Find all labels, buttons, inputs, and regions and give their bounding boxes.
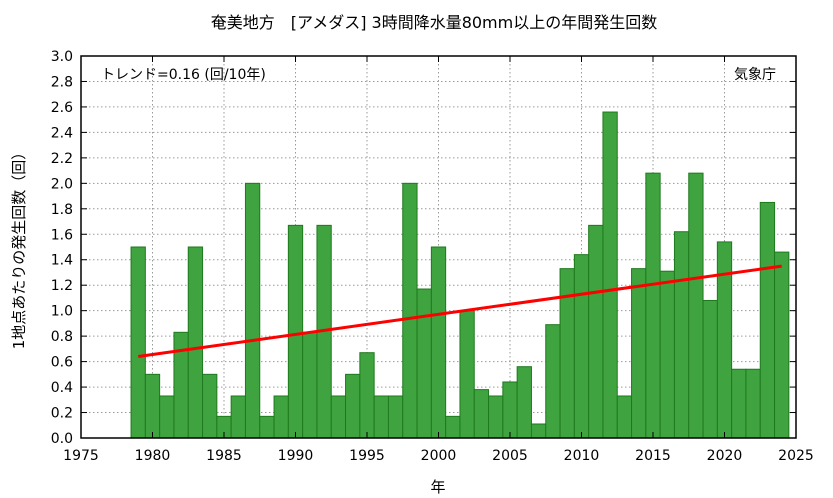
bar-2011 [588,224,604,439]
y-tick-label: 2.0 [51,176,73,192]
bar-1980 [144,373,161,439]
x-tick-label: 1985 [206,448,242,464]
chart-title: 奄美地方 [アメダス] 3時間降水量80mm以上の年間発生回数 [211,13,657,32]
bar-2020 [716,241,733,439]
bar-1983 [187,246,204,439]
bar-1997 [387,395,404,439]
bar-2018 [688,172,704,439]
bar-2002 [459,310,475,439]
bar-1990 [287,224,304,439]
bar-1981 [159,395,175,439]
x-tick-label: 2010 [564,448,600,464]
y-tick-label: 3.0 [51,49,73,65]
y-tick-label: 0.2 [51,406,73,422]
bar-1998 [402,182,418,439]
x-tick-label: 1980 [135,448,171,464]
trend-line [137,264,782,358]
y-ticks: 0.0 0.2 0.4 0.6 0.8 1.0 1.2 1.4 1.6 1.8 2.0 2.2 2.4 2… [51,49,796,447]
x-tick-label: 2015 [635,448,671,464]
bar-2006 [516,366,532,439]
x-tick-label: 2005 [492,448,528,464]
bar-1989 [273,395,289,439]
bar-2012 [602,111,618,439]
y-tick-label: 1.8 [51,202,73,218]
bar-2005 [502,381,518,439]
y-tick-label: 2.4 [51,125,73,141]
y-tick-label: 1.4 [51,253,73,269]
bar-2017 [673,231,690,439]
bar-1986 [230,395,246,439]
bar-2019 [702,299,718,439]
y-tick-label: 1.2 [51,278,73,294]
bar-2014 [631,268,647,439]
bar-1996 [373,395,389,439]
x-tick-label: 2020 [707,448,743,464]
trend-line-group [137,264,782,358]
bar-2000 [430,246,447,439]
bar-2003 [473,389,490,439]
bar-1994 [345,373,361,439]
bar-2022 [745,368,761,439]
x-tick-label: 1995 [349,448,385,464]
y-tick-label: 2.6 [51,100,73,116]
y-tick-label: 1.6 [51,227,73,243]
x-ticks: 1975 1980 1985 1990 1995 2000 2005 2010 2015 2020… [63,56,814,464]
x-axis-label: 年 [430,478,445,496]
bar-2004 [488,395,504,439]
bar-1993 [330,395,347,439]
bar-2010 [573,254,590,439]
bar-2007 [530,423,547,439]
y-axis-label: 1地点あたりの発生回数（回） [10,145,28,350]
bar-1982 [173,331,189,439]
y-tick-label: 2.2 [51,151,73,167]
trend-label: トレンド=0.16 (回/10年) [101,67,266,83]
bars [130,111,790,439]
bar-2016 [659,270,675,439]
source-label: 気象庁 [734,67,776,83]
bar-2013 [616,395,633,439]
bar-1995 [359,352,375,439]
x-tick-label: 1990 [278,448,314,464]
bar-2015 [645,172,661,439]
bar-1988 [259,415,275,439]
x-tick-label: 2025 [778,448,814,464]
bar-1984 [202,373,218,439]
bar-1979 [130,246,146,439]
bar-1999 [416,288,432,439]
y-tick-label: 0.8 [51,329,73,345]
x-tick-label: 2000 [421,448,457,464]
bar-2008 [545,324,561,439]
y-tick-label: 1.0 [51,304,73,320]
y-tick-label: 0.4 [51,380,73,396]
x-tick-label: 1975 [63,448,99,464]
y-tick-label: 2.8 [51,74,73,90]
y-tick-label: 0.0 [51,431,73,447]
bar-2023 [759,201,776,439]
bar-2021 [731,368,747,439]
bar-1991 [302,331,318,439]
bar-2001 [445,415,461,439]
bar-2024 [774,251,790,439]
y-tick-label: 0.6 [51,355,73,371]
bar-1987 [244,182,261,439]
